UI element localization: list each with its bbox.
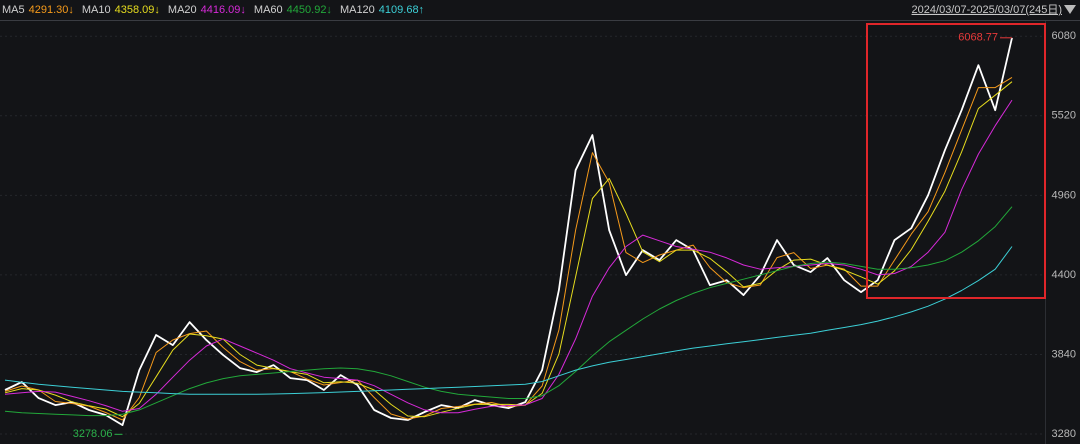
y-tick-label: 5520 [1052, 110, 1076, 122]
annotation-label: 3278.06 [73, 428, 113, 440]
legend: MA5 4291.30↓ MA10 4358.09↓ MA20 4416.09↓ MA60 4… [2, 4, 424, 16]
legend-value: 4450.92↓ [287, 4, 332, 16]
series-line [4, 99, 1013, 414]
legend-name: MA10 [82, 4, 111, 16]
legend-value: 4291.30↓ [29, 4, 74, 16]
y-tick-label: 4960 [1052, 189, 1076, 201]
legend-value: 4109.68↑ [379, 4, 424, 16]
annotation-label: 6068.77 [958, 32, 998, 44]
series-line [4, 37, 1013, 426]
y-tick-label: 3840 [1052, 348, 1076, 360]
series-line [4, 206, 1013, 417]
legend-name: MA20 [168, 4, 197, 16]
series-line [4, 246, 1013, 395]
series-line [4, 81, 1013, 418]
legend-name: MA120 [340, 4, 375, 16]
date-range: 2024/03/07-2025/03/07(245日) [912, 4, 1062, 16]
y-tick-label: 6080 [1052, 30, 1076, 42]
legend-value: 4416.09↓ [201, 4, 246, 16]
series-line [4, 76, 1013, 421]
legend-name: MA5 [2, 4, 25, 16]
plot-area: 3280 3840 4400 4960 5520 6080 6068.77 3278.06 [0, 30, 1076, 440]
legend-value: 4358.09↓ [115, 4, 160, 16]
y-tick-label: 4400 [1052, 269, 1076, 281]
legend-name: MA60 [254, 4, 283, 16]
range-dropdown[interactable] [1064, 5, 1076, 14]
highlight-box [866, 23, 1046, 299]
y-tick-label: 3280 [1052, 428, 1076, 440]
